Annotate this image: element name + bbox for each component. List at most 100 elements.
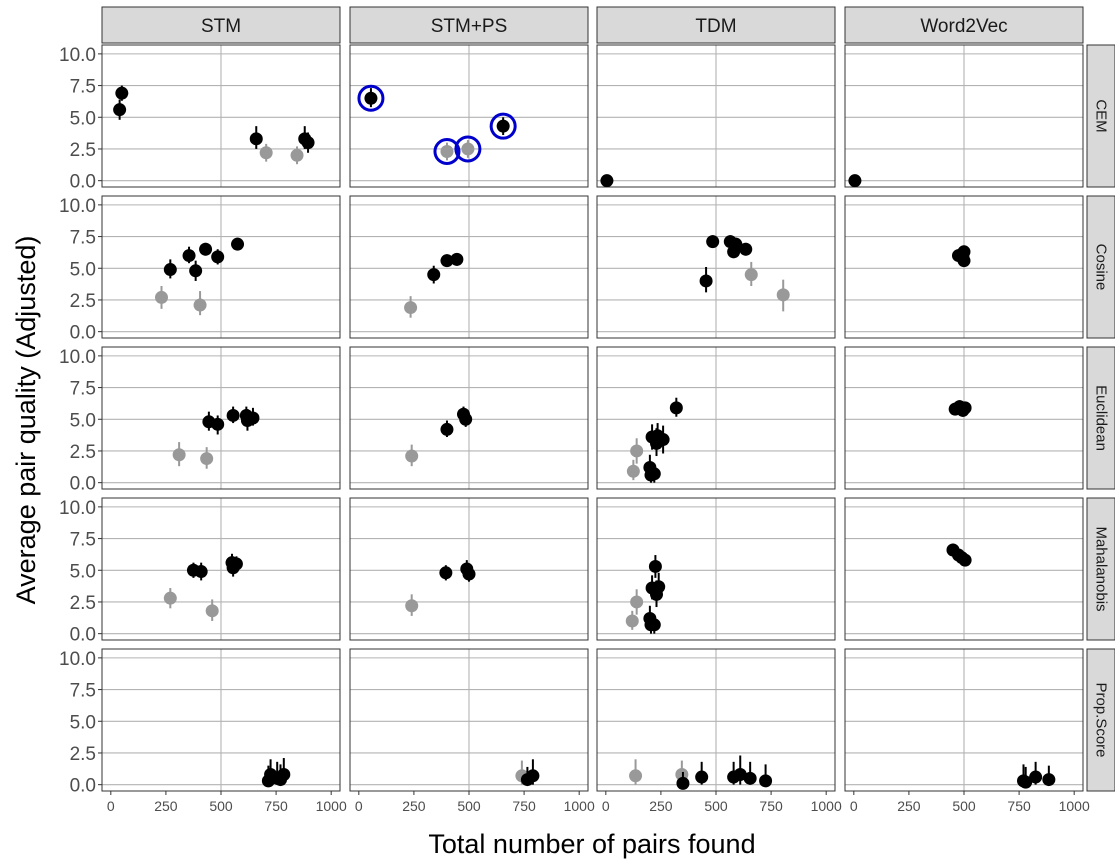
data-point	[357, 84, 385, 112]
point-marker	[205, 604, 219, 618]
data-point	[656, 425, 670, 454]
column-strip-word2vec	[844, 6, 1084, 44]
point-marker	[246, 411, 260, 425]
data-point	[226, 406, 240, 424]
point-marker	[405, 449, 419, 463]
point-marker	[231, 237, 245, 251]
panels-layer: STM STM+PS TDM Word2Vec CEM Cosine Euclidean Ma…	[59, 6, 1115, 814]
highlight-ring	[433, 138, 461, 165]
point-marker	[172, 448, 186, 462]
panel-stm-ps-prop-score	[349, 648, 589, 792]
data-point	[277, 758, 291, 785]
data-point	[246, 407, 260, 426]
column-strip-tdm	[596, 6, 836, 44]
highlight-ring	[454, 135, 482, 163]
point-marker	[776, 288, 790, 302]
x-tick-label: 0	[107, 798, 115, 814]
column-strip-label: TDM	[695, 16, 736, 37]
data-point	[1019, 766, 1033, 789]
data-point	[744, 261, 758, 287]
point-marker	[669, 401, 683, 415]
data-point	[733, 755, 747, 785]
data-point	[695, 761, 709, 785]
point-marker	[440, 254, 454, 268]
panel-word2vec-mahalanobis	[844, 497, 1084, 641]
column-strip-label: Word2Vec	[920, 16, 1007, 37]
data-point	[652, 572, 666, 600]
data-point	[526, 759, 540, 785]
point-marker	[189, 264, 203, 278]
data-point	[439, 565, 453, 581]
panel-word2vec-cosine	[844, 195, 1084, 339]
y-tick-label: 2.5	[70, 442, 96, 463]
data-point	[433, 138, 461, 165]
point-marker	[1042, 773, 1056, 787]
y-tick-label: 0.0	[70, 776, 96, 797]
point-marker	[200, 452, 214, 466]
point-marker	[958, 401, 972, 415]
data-point	[743, 761, 757, 785]
panel-tdm-cem	[596, 44, 836, 188]
row-strip-cem	[1086, 44, 1115, 188]
data-point	[648, 555, 662, 578]
column-strip-label: STM	[201, 16, 241, 37]
panel-tdm-prop-score	[596, 648, 836, 792]
panel-stm-mahalanobis	[101, 497, 341, 641]
point-marker	[1029, 770, 1043, 784]
point-marker	[290, 148, 304, 162]
y-tick-label: 0.0	[70, 172, 96, 193]
point-marker	[496, 119, 510, 133]
data-point	[462, 566, 476, 582]
y-tick-label: 10.0	[59, 649, 96, 670]
panel-stm-euclidean	[101, 346, 341, 490]
data-point	[776, 279, 790, 312]
y-tick-label: 5.0	[70, 259, 96, 280]
point-marker	[277, 768, 291, 782]
highlight-ring	[489, 112, 517, 140]
y-tick-label: 10.0	[59, 45, 96, 66]
point-marker	[211, 417, 225, 431]
panel-border	[844, 44, 1084, 188]
data-point	[958, 553, 972, 567]
y-tick-label: 5.0	[70, 561, 96, 582]
point-marker	[652, 580, 666, 594]
point-marker	[706, 235, 720, 249]
x-tick-label: 1000	[1059, 798, 1090, 814]
point-marker	[957, 254, 971, 268]
data-point	[290, 146, 304, 165]
panel-border	[596, 346, 836, 490]
x-tick-label: 500	[457, 798, 481, 814]
panel-stm-cem	[101, 44, 341, 188]
point-marker	[226, 408, 240, 422]
x-tick-label: 250	[897, 798, 921, 814]
data-point	[163, 259, 177, 279]
panel-stm-prop-score	[101, 648, 341, 792]
data-point	[115, 85, 129, 101]
point-marker	[729, 237, 743, 251]
row-strip-label: Prop.Score	[1093, 682, 1110, 757]
point-marker	[739, 242, 753, 256]
x-tick-label: 750	[264, 798, 288, 814]
x-tick-label: 0	[850, 798, 858, 814]
point-marker	[733, 768, 747, 782]
data-point	[625, 610, 639, 630]
data-point	[600, 174, 614, 188]
y-tick-label: 7.5	[70, 77, 96, 98]
data-point	[669, 397, 683, 417]
point-marker	[182, 249, 196, 263]
panel-tdm-cosine	[596, 195, 836, 339]
point-marker	[626, 464, 640, 478]
point-marker	[459, 412, 473, 426]
point-marker	[163, 263, 177, 277]
y-tick-label: 7.5	[70, 379, 96, 400]
data-point	[848, 174, 862, 188]
data-point	[440, 420, 454, 438]
panel-stm-ps-cosine	[349, 195, 589, 339]
panel-stm-ps-cem	[349, 44, 589, 188]
point-marker	[648, 559, 662, 573]
point-marker	[600, 174, 614, 188]
point-marker	[229, 557, 243, 571]
point-marker	[958, 553, 972, 567]
point-marker	[759, 774, 773, 788]
